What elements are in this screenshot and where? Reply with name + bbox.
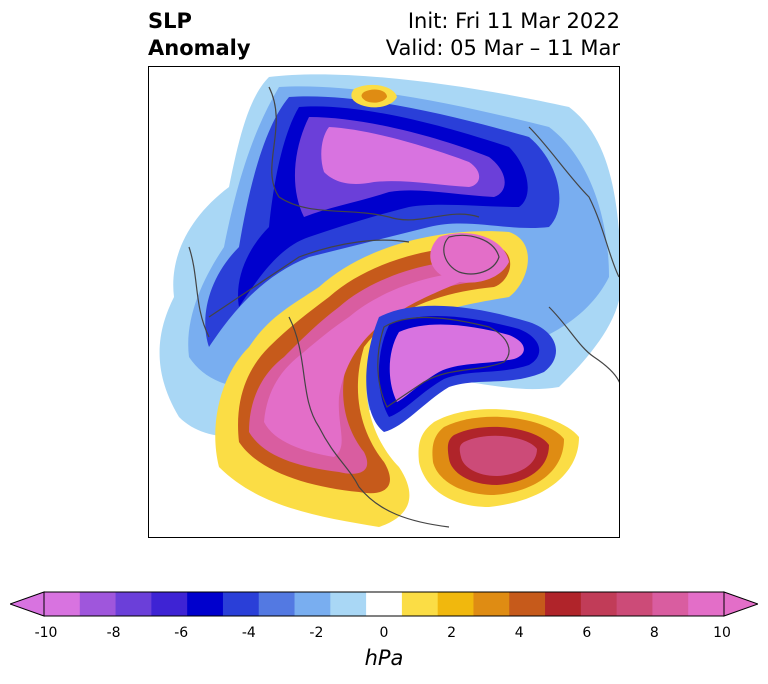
colorbar-tick-label: -2 (309, 625, 324, 641)
colorbar-extend-high (723, 591, 758, 617)
colorbar-segment (545, 592, 582, 616)
colorbar-outline (43, 591, 725, 617)
colorbar-tick-label: 8 (649, 625, 659, 641)
anomaly-fill (264, 272, 474, 457)
map-canvas (159, 74, 619, 528)
colorbar-tick-label: 10 (713, 625, 731, 641)
valid-range: Valid: 05 Mar – 11 Mar (385, 36, 620, 60)
anomaly-fill (430, 233, 509, 283)
coastlines (188, 86, 619, 528)
colorbar-segment (79, 592, 117, 616)
anomaly-fill (361, 89, 387, 103)
colorbar-tick-label: 4 (514, 625, 524, 641)
colorbar-tick-label: -4 (241, 625, 256, 641)
anomaly-fill (321, 127, 480, 187)
colorbar-segment (222, 592, 260, 616)
colorbar-segment (688, 592, 725, 616)
init-date: Init: Fri 11 Mar 2022 (407, 9, 620, 33)
colorbar-segment (580, 592, 618, 616)
colorbar-segment (473, 592, 510, 616)
colorbar-tick-label: 0 (379, 625, 389, 641)
colorbar-segment (616, 592, 653, 616)
colorbar-extend-low (10, 591, 45, 617)
colorbar-segment (366, 592, 403, 616)
colorbar-segment (187, 592, 224, 616)
anomaly-fill (459, 435, 537, 476)
map-title: SLP Anomaly (148, 8, 251, 62)
colorbar-segment (509, 592, 546, 616)
anomaly-fill (389, 324, 524, 402)
colorbar (10, 591, 758, 617)
colorbar-segment (294, 592, 331, 616)
colorbar-tick-label: -10 (34, 625, 58, 641)
colorbar-segment (258, 592, 296, 616)
title-line-1: SLP (148, 9, 192, 33)
colorbar-segment (151, 592, 188, 616)
colorbar-tick-label: -6 (174, 625, 189, 641)
slp-anomaly-map (148, 66, 620, 538)
title-line-2: Anomaly (148, 36, 251, 60)
colorbar-tick-label: -8 (106, 625, 121, 641)
colorbar-segment (401, 592, 439, 616)
colorbar-tick-label: 6 (582, 625, 592, 641)
colorbar-units: hPa (364, 646, 404, 670)
colorbar-segment (44, 592, 81, 616)
colorbar-segment (330, 592, 367, 616)
colorbar-segment (437, 592, 474, 616)
date-info: Init: Fri 11 Mar 2022 Valid: 05 Mar – 11… (386, 8, 620, 62)
colorbar-tick-label: 2 (447, 625, 457, 641)
colorbar-segment (652, 592, 689, 616)
colorbar-segment (115, 592, 152, 616)
